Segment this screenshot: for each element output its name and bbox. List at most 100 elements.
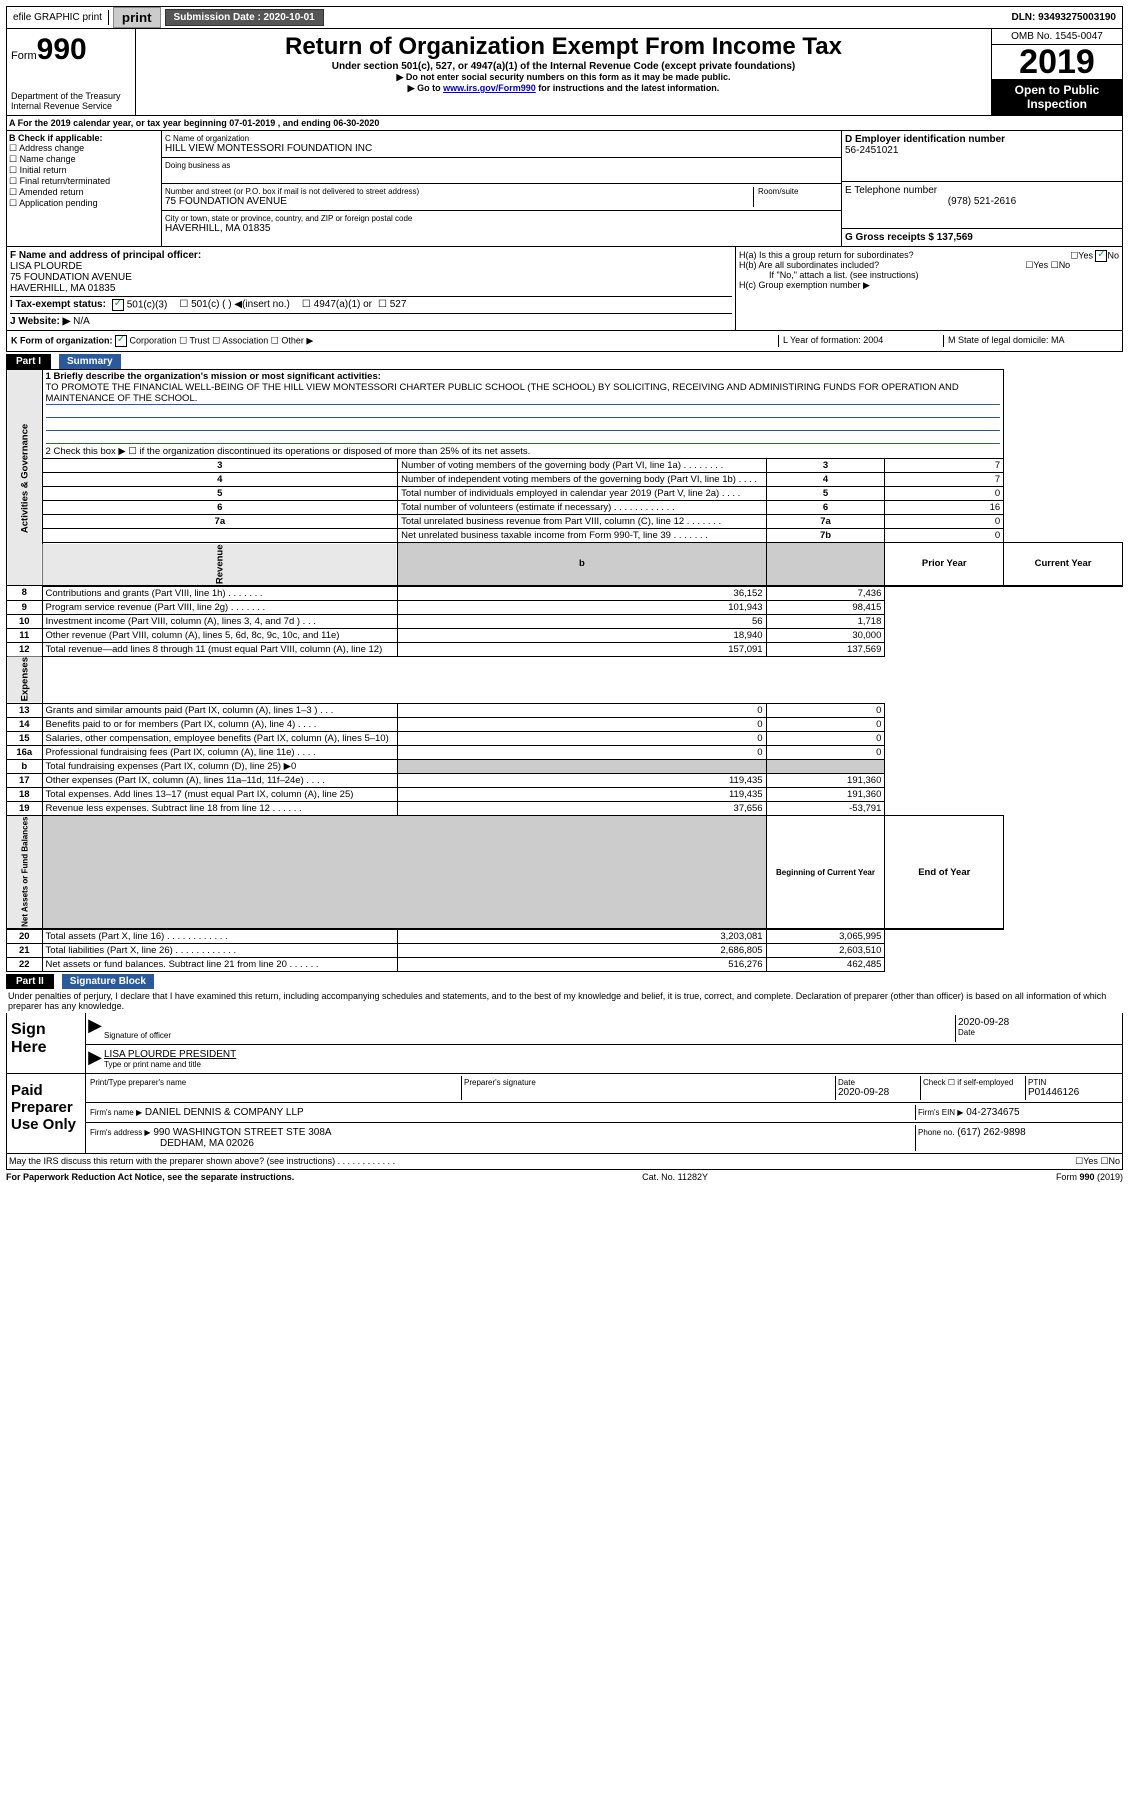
row-text: Number of independent voting members of … [398,473,766,487]
ha-label: H(a) Is this a group return for subordin… [739,250,914,260]
row-box: 4 [766,473,885,487]
self-employed-check[interactable]: Check ☐ if self-employed [921,1076,1026,1100]
tax-year-line: A For the 2019 calendar year, or tax yea… [6,116,1123,131]
current-value: 0 [766,717,885,731]
row-text: Other expenses (Part IX, column (A), lin… [42,773,398,787]
form990-link[interactable]: www.irs.gov/Form990 [443,83,536,93]
row-num: 5 [42,487,398,501]
name-change-check[interactable]: Name change [20,154,76,164]
top-toolbar: efile GRAPHIC print print Submission Dat… [6,6,1123,29]
form-title: Return of Organization Exempt From Incom… [140,33,987,61]
row-num: 17 [7,773,43,787]
gross-receipts-label: G Gross receipts $ 137,569 [845,232,1119,243]
may-irs-text: May the IRS discuss this return with the… [9,1156,1075,1167]
row-box: 3 [766,459,885,473]
row-text: Total number of individuals employed in … [398,487,766,501]
amended-return-check[interactable]: Amended return [19,187,84,197]
row-num: 19 [7,801,43,815]
app-pending-check[interactable]: Application pending [19,198,98,208]
officer-section: F Name and address of principal officer:… [6,247,1123,331]
dln-label: DLN: 93493275003190 [1005,10,1122,25]
final-return-check[interactable]: Final return/terminated [20,176,111,186]
part1-title: Summary [59,354,121,369]
row-num: 9 [7,600,43,614]
prior-value: 157,091 [398,642,766,656]
prior-value: 0 [398,731,766,745]
row-num: 12 [7,642,43,656]
initial-return-check[interactable]: Initial return [20,165,67,175]
row-num: 13 [7,703,43,717]
part1-badge: Part I [6,354,51,369]
footer-right: Form 990 (2019) [1056,1172,1123,1182]
firm-phone: (617) 262-9898 [957,1127,1025,1138]
prior-value: 0 [398,745,766,759]
ptin-value: P01446126 [1028,1087,1118,1098]
corp-checkbox[interactable] [115,335,127,347]
row-text: Revenue less expenses. Subtract line 18 … [42,801,398,815]
hc-label: H(c) Group exemption number ▶ [739,280,1119,291]
firm-addr-label: Firm's address ▶ [90,1128,151,1137]
hb-label: H(b) Are all subordinates included? [739,260,879,270]
row-value: 7 [885,473,1004,487]
row-num: 7a [42,515,398,529]
row-num: 11 [7,628,43,642]
check-if-label: B Check if applicable: [9,133,159,143]
print-button[interactable]: print [113,7,161,28]
tax-year: 2019 [992,45,1122,79]
current-value: 0 [766,731,885,745]
firm-phone-label: Phone no. [918,1128,954,1137]
current-value: 30,000 [766,628,885,642]
row-text: Program service revenue (Part VIII, line… [42,600,398,614]
prep-date: 2020-09-28 [838,1087,918,1098]
netassets-side-label: Net Assets or Fund Balances [7,815,43,929]
date-label: Date [958,1028,1118,1037]
officer-addr1: 75 FOUNDATION AVENUE [10,272,732,283]
current-value: 0 [766,745,885,759]
form-subtitle: Under section 501(c), 527, or 4947(a)(1)… [140,61,987,72]
officer-addr2: HAVERHILL, MA 01835 [10,283,732,294]
footer-left: For Paperwork Reduction Act Notice, see … [6,1172,294,1182]
prior-value: 101,943 [398,600,766,614]
org-name: HILL VIEW MONTESSORI FOUNDATION INC [165,143,838,154]
state-domicile: M State of legal domicile: MA [943,335,1118,347]
prior-value: 56 [398,614,766,628]
begin-year-header: Beginning of Current Year [766,815,885,929]
row-num: 10 [7,614,43,628]
current-value: 98,415 [766,600,885,614]
row-num: 6 [42,501,398,515]
efile-label: efile GRAPHIC print [7,10,109,25]
firm-name: DANIEL DENNIS & COMPANY LLP [145,1107,304,1118]
firm-ein-label: Firm's EIN ▶ [918,1108,963,1117]
row-box: 6 [766,501,885,515]
row-num: 16a [7,745,43,759]
prior-value: 3,203,081 [398,929,766,944]
row-num: 3 [42,459,398,473]
row-num: 22 [7,958,43,972]
firm-addr2: DEDHAM, MA 02026 [90,1138,913,1149]
sig-officer-label: Signature of officer [104,1031,953,1040]
501c3-checkbox[interactable] [112,299,124,311]
current-value: 2,603,510 [766,944,885,958]
declaration-text: Under penalties of perjury, I declare th… [6,989,1123,1013]
row-text: Total expenses. Add lines 13–17 (must eq… [42,787,398,801]
current-value [766,759,885,773]
row-num: 15 [7,731,43,745]
org-name-label: C Name of organization [165,134,838,143]
prep-date-label: Date [838,1078,918,1087]
prior-value: 119,435 [398,787,766,801]
goto-suffix: for instructions and the latest informat… [536,83,720,93]
row-text: Grants and similar amounts paid (Part IX… [42,703,398,717]
ha-no-checkbox[interactable] [1095,250,1107,262]
footer-mid: Cat. No. 11282Y [642,1172,708,1182]
addr-change-check[interactable]: Address change [19,143,84,153]
officer-label: F Name and address of principal officer: [10,250,732,261]
goto-prefix: ▶ Go to [408,83,443,93]
row-value: 0 [885,515,1004,529]
phone-label: E Telephone number [845,185,1119,196]
sign-here-label: Sign Here [7,1013,86,1073]
row-text: Other revenue (Part VIII, column (A), li… [42,628,398,642]
org-city: HAVERHILL, MA 01835 [165,223,838,234]
officer-name: LISA PLOURDE [10,261,732,272]
year-formation: L Year of formation: 2004 [778,335,943,347]
current-value: 191,360 [766,773,885,787]
